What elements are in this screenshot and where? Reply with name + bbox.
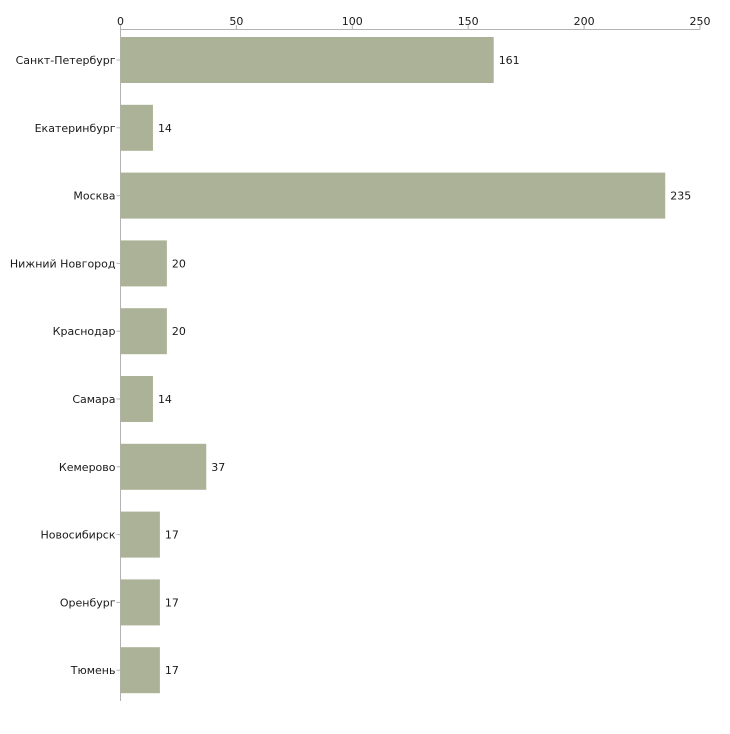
value-label: 17 — [165, 596, 179, 609]
bar — [120, 104, 153, 151]
bar — [120, 172, 666, 219]
value-label: 14 — [158, 122, 172, 135]
x-tick-label: 100 — [342, 15, 363, 28]
bar — [120, 579, 160, 626]
bar — [120, 37, 494, 83]
value-label: 14 — [158, 393, 172, 406]
x-tick-label: 200 — [574, 15, 595, 28]
x-axis: 0 50 100 150 200 250 — [116, 15, 711, 701]
category-label: Нижний Новгород — [10, 257, 116, 270]
x-tick-label: 250 — [690, 15, 711, 28]
x-tick-label: 150 — [458, 15, 479, 28]
bar — [120, 308, 167, 355]
category-label: Самара — [72, 393, 115, 406]
x-tick-label: 0 — [117, 15, 124, 28]
bar — [120, 443, 207, 490]
value-label: 235 — [670, 190, 691, 203]
bar — [120, 647, 160, 694]
value-label: 161 — [499, 54, 520, 67]
value-label: 17 — [165, 664, 179, 677]
value-label: 37 — [211, 461, 225, 474]
bar — [120, 376, 153, 422]
category-label: Новосибирск — [40, 529, 115, 542]
category-label: Оренбург — [60, 596, 116, 609]
category-label: Москва — [73, 190, 115, 203]
value-label: 17 — [165, 529, 179, 542]
value-label: 20 — [172, 257, 186, 270]
category-label: Тюмень — [70, 664, 116, 677]
category-label: Екатеринбург — [35, 122, 116, 135]
category-label: Санкт-Петербург — [16, 54, 116, 67]
bar — [120, 511, 160, 558]
x-tick-label: 50 — [229, 15, 243, 28]
category-label: Кемерово — [59, 461, 116, 474]
category-label: Краснодар — [53, 325, 116, 338]
value-label: 20 — [172, 325, 186, 338]
bars — [120, 37, 666, 694]
bar — [120, 240, 167, 287]
labels: Санкт-Петербург 161 Екатеринбург 14 Москва 23… — [10, 54, 691, 677]
